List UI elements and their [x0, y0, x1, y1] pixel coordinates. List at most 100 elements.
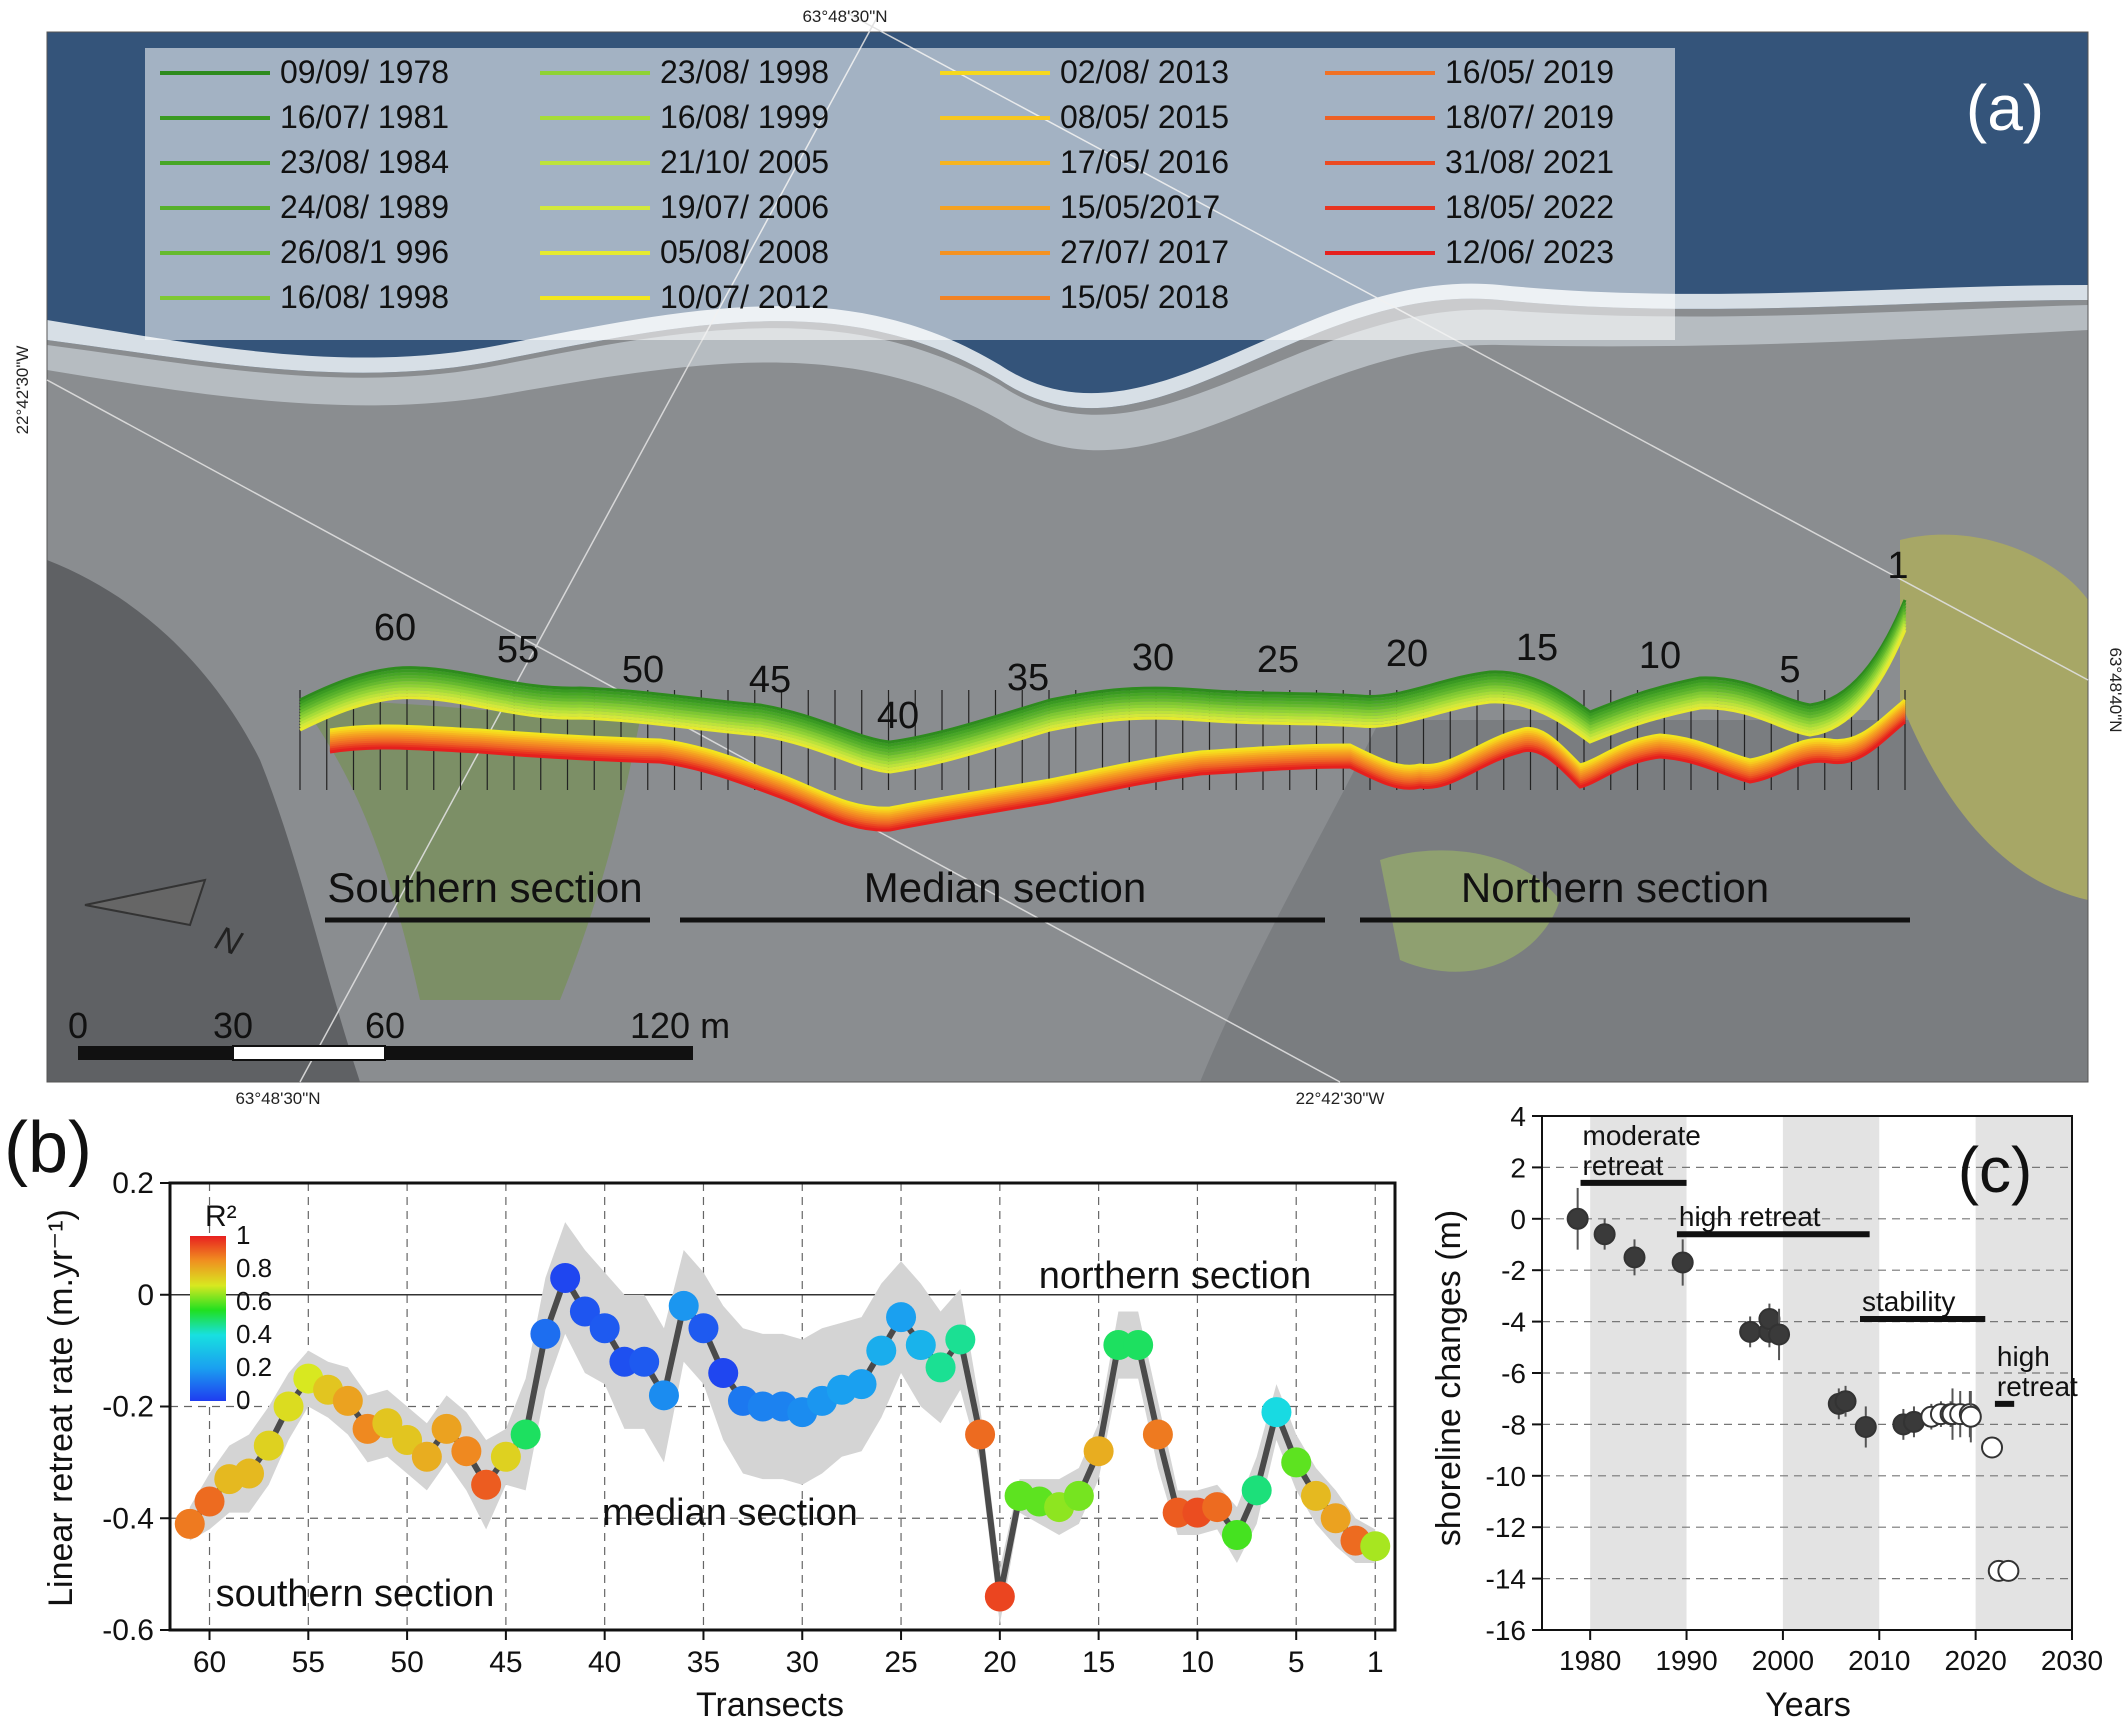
panel-c-xlabel: Years [1765, 1686, 1851, 1722]
shoreline-trace [299, 611, 1907, 756]
transect-label: 45 [749, 659, 791, 701]
shoreline-change-point [1834, 1390, 1857, 1413]
x-tick-label: 30 [786, 1646, 819, 1679]
y-tick-label: -0.2 [102, 1391, 154, 1424]
shoreline-change-point [1854, 1415, 1877, 1438]
panel-a-aerial-map: 63°48'30"N 63°48'30"N 22°42'30"W 22°42'3… [13, 7, 2125, 1108]
retreat-rate-point [253, 1430, 284, 1461]
retreat-rate-point [688, 1313, 719, 1344]
retreat-rate-point [648, 1380, 679, 1411]
x-tick-label: 60 [193, 1646, 226, 1679]
period-label: high retreat [1679, 1201, 1821, 1232]
retreat-rate-point [589, 1313, 620, 1344]
scale-label-60: 60 [365, 1005, 405, 1046]
colorbar-title: R² [205, 1200, 237, 1233]
panel-b-ylabel: Linear retreat rate (m.yr⁻¹) [42, 1209, 80, 1607]
y-tick-label: 4 [1510, 1101, 1526, 1132]
transect-label: 20 [1386, 633, 1428, 675]
legend-label: 17/05/ 2016 [1060, 144, 1229, 180]
coord-right: 63°48'40"N [2106, 647, 2125, 732]
scale-bar: 0 30 60 120 m [68, 1005, 730, 1061]
retreat-rate-point [174, 1508, 205, 1539]
retreat-rate-point [1221, 1520, 1252, 1551]
legend-label: 09/09/ 1978 [280, 54, 449, 90]
scale-label-120: 120 m [630, 1005, 730, 1046]
panel-c-grid [1542, 1166, 2072, 1580]
shoreline-change-points [1566, 1187, 2020, 1582]
y-tick-label: 0.2 [112, 1167, 154, 1200]
y-tick-label: -0.6 [102, 1614, 154, 1647]
retreat-rate-point [471, 1469, 502, 1500]
period-label: retreat [1997, 1371, 2078, 1402]
section-label-northern: Northern section [1461, 864, 1769, 911]
transect-label: 50 [622, 649, 664, 691]
colorbar-tick-label: 1 [236, 1220, 250, 1250]
retreat-rate-point [194, 1486, 225, 1517]
panel-b-grid [170, 1183, 1395, 1630]
shoreline-change-point [1768, 1323, 1791, 1346]
panel-c-axes: 1980 1990 2000 2010 2020 2030 4 2 0 -2 -4 -6 -8 -10 -1… [1486, 1101, 2104, 1676]
panel-b-retreat-rate-chart: (b) 60 55 50 45 40 35 30 25 20 15 10 5 10.20-0.2-0.4… [4, 1108, 1397, 1722]
retreat-rate-point [1281, 1447, 1312, 1478]
retreat-rate-point [629, 1346, 660, 1377]
panel-b-label: (b) [4, 1108, 92, 1188]
retreat-rate-point [431, 1413, 462, 1444]
shoreline-change-point [1997, 1559, 2020, 1582]
shoreline-trace [329, 710, 1906, 822]
x-tick-label: 2010 [1848, 1645, 1910, 1676]
shoreline-trace [299, 602, 1907, 747]
legend-label: 16/08/ 1999 [660, 99, 829, 135]
shoreline-change-point [1671, 1251, 1694, 1274]
legend-label: 15/05/ 2018 [1060, 279, 1229, 315]
transect-label: 55 [497, 629, 539, 671]
colorbar-tick-label: 0.8 [236, 1253, 272, 1283]
x-tick-label: 5 [1288, 1646, 1305, 1679]
section-label-median: Median section [864, 864, 1147, 911]
panel-c-ylabel: shoreline changes (m) [1430, 1210, 1468, 1546]
retreat-rate-point [569, 1296, 600, 1327]
transect-label: 60 [374, 607, 416, 649]
shoreline-trace [329, 714, 1906, 826]
retreat-rate-point [668, 1290, 699, 1321]
retreat-rate-point [945, 1324, 976, 1355]
retreat-rate-points [174, 1262, 1391, 1612]
shoreline-trace [329, 720, 1906, 832]
retreat-rate-point [905, 1330, 936, 1361]
period-label: moderate [1583, 1120, 1701, 1151]
shoreline-trace [329, 712, 1906, 824]
panel-c-label: (c) [1958, 1134, 2033, 1206]
shoreline-trace [299, 629, 1907, 774]
scale-label-0: 0 [68, 1005, 88, 1046]
shoreline-trace [299, 608, 1907, 753]
colorbar-tick-label: 0 [236, 1385, 250, 1415]
x-tick-label: 25 [884, 1646, 917, 1679]
legend-label: 21/10/ 2005 [660, 144, 829, 180]
transect-labels: 60 55 50 45 40 35 30 25 20 15 10 5 1 [374, 545, 1909, 737]
transect-label: 1 [1887, 545, 1908, 587]
shoreline-trace [299, 617, 1907, 762]
shoreline-trace [299, 626, 1907, 771]
transect-label: 35 [1007, 657, 1049, 699]
coord-top: 63°48'30"N [802, 7, 887, 26]
shoreline-change-point [1959, 1405, 1982, 1428]
shoreline-change-point [1623, 1246, 1646, 1269]
retreat-rate-point [411, 1441, 442, 1472]
x-tick-label: 55 [292, 1646, 325, 1679]
shoreline-trace [329, 698, 1906, 810]
scale-label-30: 30 [213, 1005, 253, 1046]
annotation-northern-section: northern section [1039, 1255, 1312, 1297]
x-tick-label: 1 [1367, 1646, 1384, 1679]
shoreline-trace [329, 702, 1906, 814]
retreat-rate-point [1320, 1503, 1351, 1534]
shoreline-trace [329, 718, 1906, 830]
r2-colorbar: R² 10.80.60.40.20 [190, 1200, 272, 1415]
x-tick-label: 2020 [1944, 1645, 2006, 1676]
retreat-rate-point [1300, 1480, 1331, 1511]
shoreline-trace [299, 620, 1907, 765]
x-tick-label: 45 [489, 1646, 522, 1679]
shoreline-trace [329, 708, 1906, 820]
shoreline-legend: 09/09/ 1978 16/07/ 1981 23/08/ 1984 24/08/ … [160, 54, 1614, 315]
y-tick-label: -6 [1501, 1358, 1526, 1389]
